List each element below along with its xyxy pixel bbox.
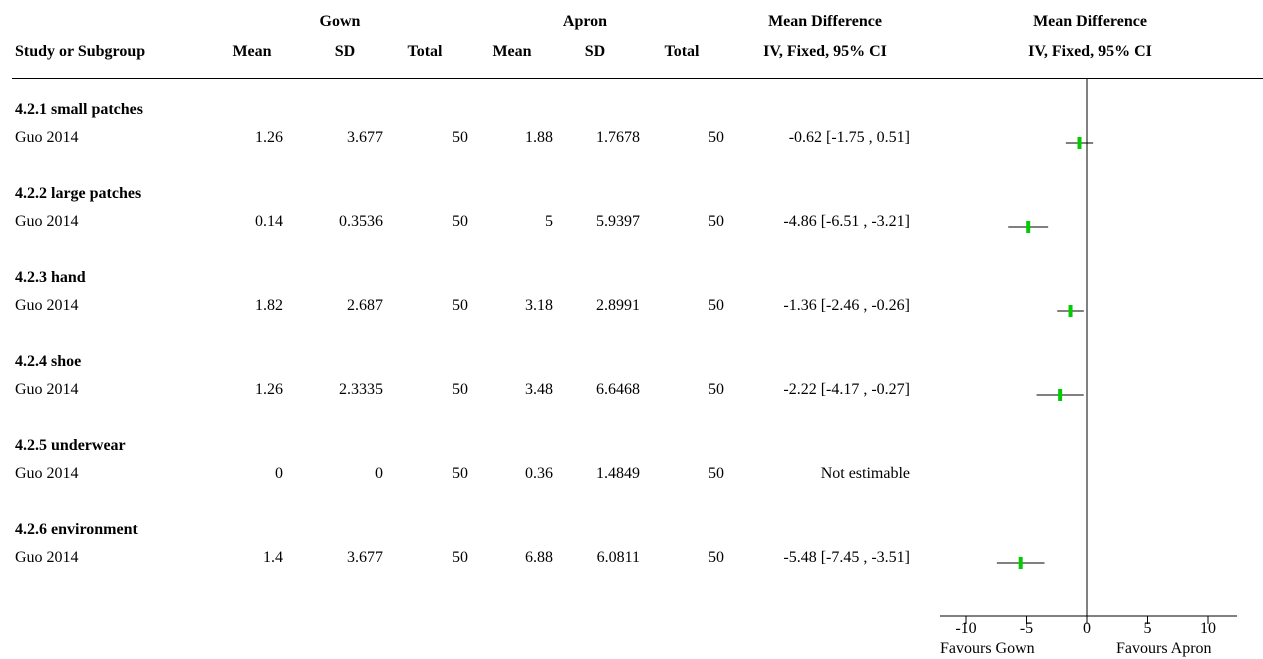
cell-gown-total: 50 bbox=[452, 213, 468, 230]
cell-apron-total: 50 bbox=[708, 381, 724, 398]
cell-gown-sd: 2.687 bbox=[347, 297, 383, 314]
cell-gown-total: 50 bbox=[452, 549, 468, 566]
study-name: Guo 2014 bbox=[15, 297, 79, 314]
study-name: Guo 2014 bbox=[15, 129, 79, 146]
gown-sd-header: SD bbox=[334, 43, 356, 60]
point-estimate-marker bbox=[1018, 557, 1023, 569]
point-estimate-marker bbox=[1026, 221, 1031, 233]
cell-gown-mean: 1.4 bbox=[263, 549, 283, 566]
cell-apron-sd: 1.7678 bbox=[596, 129, 640, 146]
cell-gown-mean: 1.26 bbox=[255, 129, 283, 146]
cell-apron-total: 50 bbox=[708, 129, 724, 146]
subgroup-heading: 4.2.6 environment bbox=[15, 521, 138, 538]
cell-gown-total: 50 bbox=[452, 381, 468, 398]
cell-gown-sd: 0 bbox=[375, 465, 383, 482]
favours-left-label: Favours Gown bbox=[940, 640, 1035, 657]
subgroup-heading: 4.2.3 hand bbox=[15, 269, 86, 286]
cell-apron-sd: 6.6468 bbox=[596, 381, 640, 398]
cell-apron-sd: 1.4849 bbox=[596, 465, 640, 482]
cell-ci-text: -4.86 [-6.51 , -3.21] bbox=[783, 213, 910, 230]
cell-apron-total: 50 bbox=[708, 213, 724, 230]
cell-apron-sd: 6.0811 bbox=[596, 549, 640, 566]
group1-header: Gown bbox=[319, 13, 361, 30]
point-estimate-marker bbox=[1077, 137, 1082, 149]
cell-gown-sd: 3.677 bbox=[347, 549, 383, 566]
header-rule bbox=[12, 78, 1263, 79]
cell-apron-mean: 1.88 bbox=[525, 129, 553, 146]
cell-apron-sd: 2.8991 bbox=[596, 297, 640, 314]
cell-ci-text: Not estimable bbox=[820, 465, 910, 482]
subgroup-heading: 4.2.4 shoe bbox=[15, 353, 82, 370]
plot-title-header: Mean Difference bbox=[1033, 13, 1147, 30]
apron-total-header: Total bbox=[664, 43, 700, 60]
cell-apron-mean: 6.88 bbox=[525, 549, 553, 566]
cell-gown-mean: 1.82 bbox=[255, 297, 283, 314]
cell-apron-mean: 3.48 bbox=[525, 381, 553, 398]
cell-gown-sd: 3.677 bbox=[347, 129, 383, 146]
subgroup-heading: 4.2.1 small patches bbox=[15, 101, 143, 118]
study-column-header: Study or Subgroup bbox=[15, 43, 146, 60]
gown-total-header: Total bbox=[407, 43, 443, 60]
apron-sd-header: SD bbox=[584, 43, 606, 60]
cell-ci-text: -5.48 [-7.45 , -3.51] bbox=[783, 549, 910, 566]
cell-gown-mean: 0 bbox=[275, 465, 283, 482]
study-name: Guo 2014 bbox=[15, 465, 79, 482]
cell-gown-sd: 0.3536 bbox=[339, 213, 383, 230]
point-estimate-marker bbox=[1058, 389, 1063, 401]
favours-right-label: Favours Apron bbox=[1116, 640, 1212, 657]
study-name: Guo 2014 bbox=[15, 549, 79, 566]
subgroup-heading: 4.2.5 underwear bbox=[15, 437, 126, 454]
cell-gown-mean: 1.26 bbox=[255, 381, 283, 398]
plot-method-header: IV, Fixed, 95% CI bbox=[1028, 43, 1152, 60]
cell-gown-total: 50 bbox=[452, 129, 468, 146]
x-tick-label: -10 bbox=[955, 620, 976, 637]
subgroup-heading: 4.2.2 large patches bbox=[15, 185, 142, 202]
cell-ci-text: -1.36 [-2.46 , -0.26] bbox=[783, 297, 910, 314]
study-name: Guo 2014 bbox=[15, 213, 79, 230]
x-tick-label: 0 bbox=[1083, 620, 1091, 637]
cell-ci-text: -0.62 [-1.75 , 0.51] bbox=[788, 129, 910, 146]
cell-apron-mean: 3.18 bbox=[525, 297, 553, 314]
cell-gown-sd: 2.3335 bbox=[339, 381, 383, 398]
md-title-header: Mean Difference bbox=[768, 13, 882, 30]
cell-apron-sd: 5.9397 bbox=[596, 213, 640, 230]
group2-header: Apron bbox=[562, 13, 608, 30]
cell-apron-total: 50 bbox=[708, 297, 724, 314]
x-tick-label: -5 bbox=[1020, 620, 1033, 637]
cell-apron-total: 50 bbox=[708, 549, 724, 566]
cell-apron-total: 50 bbox=[708, 465, 724, 482]
cell-ci-text: -2.22 [-4.17 , -0.27] bbox=[783, 381, 910, 398]
md-method-header: IV, Fixed, 95% CI bbox=[763, 43, 887, 60]
study-name: Guo 2014 bbox=[15, 381, 79, 398]
gown-mean-header: Mean bbox=[232, 43, 272, 60]
cell-gown-mean: 0.14 bbox=[255, 213, 283, 230]
apron-mean-header: Mean bbox=[492, 43, 532, 60]
x-tick-label: 5 bbox=[1144, 620, 1152, 637]
cell-gown-total: 50 bbox=[452, 297, 468, 314]
cell-gown-total: 50 bbox=[452, 465, 468, 482]
cell-apron-mean: 0.36 bbox=[525, 465, 553, 482]
point-estimate-marker bbox=[1068, 305, 1073, 317]
cell-apron-mean: 5 bbox=[545, 213, 553, 230]
x-tick-label: 10 bbox=[1200, 620, 1216, 637]
